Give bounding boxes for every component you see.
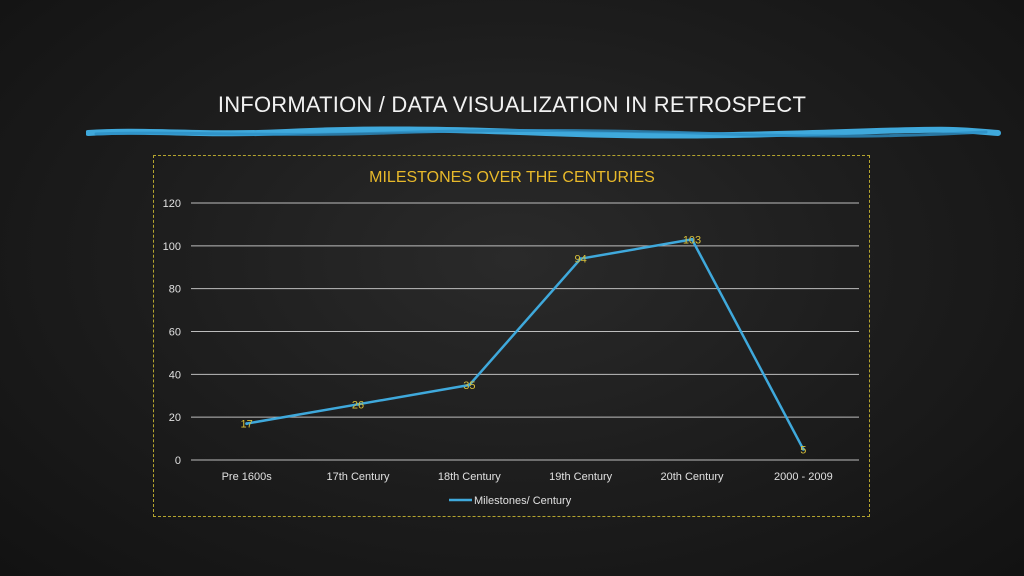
y-tick-label: 100 xyxy=(163,241,181,253)
data-label: 35 xyxy=(463,380,475,392)
data-label: 103 xyxy=(683,234,701,246)
x-tick-label: 18th Century xyxy=(438,471,501,483)
data-point xyxy=(356,402,360,406)
y-tick-label: 60 xyxy=(169,327,181,339)
x-tick-label: Pre 1600s xyxy=(222,471,273,483)
line-chart: MILESTONES OVER THE CENTURIES 0 20 40 60 80 10… xyxy=(163,169,859,507)
x-tick-label: 19th Century xyxy=(549,471,612,483)
y-tick-label: 120 xyxy=(163,198,181,210)
y-tick-label: 40 xyxy=(169,369,181,381)
slide-title: INFORMATION / DATA VISUALIZATION IN RETR… xyxy=(217,92,807,117)
chart-frame: MILESTONES OVER THE CENTURIES 0 20 40 60 80 10… xyxy=(153,155,870,517)
y-tick-label: 0 xyxy=(175,455,181,467)
data-point xyxy=(245,422,249,426)
x-tick-label: 20th Century xyxy=(661,471,724,483)
x-tick-label: 17th Century xyxy=(327,471,390,483)
chart-title: MILESTONES OVER THE CENTURIES xyxy=(369,169,655,186)
data-point xyxy=(579,257,583,261)
y-tick-label: 20 xyxy=(169,412,181,424)
legend-label: Milestones/ Century xyxy=(474,495,572,507)
y-tick-label: 80 xyxy=(169,284,181,296)
data-point xyxy=(467,383,471,387)
data-point xyxy=(690,237,694,241)
x-tick-label: 2000 - 2009 xyxy=(774,471,833,483)
title-underline xyxy=(86,126,1001,139)
data-label: 94 xyxy=(575,254,587,266)
data-label: 26 xyxy=(352,399,364,411)
data-label: 5 xyxy=(800,444,806,456)
data-label: 17 xyxy=(241,419,253,431)
data-point xyxy=(801,447,805,451)
series-line xyxy=(246,238,805,450)
